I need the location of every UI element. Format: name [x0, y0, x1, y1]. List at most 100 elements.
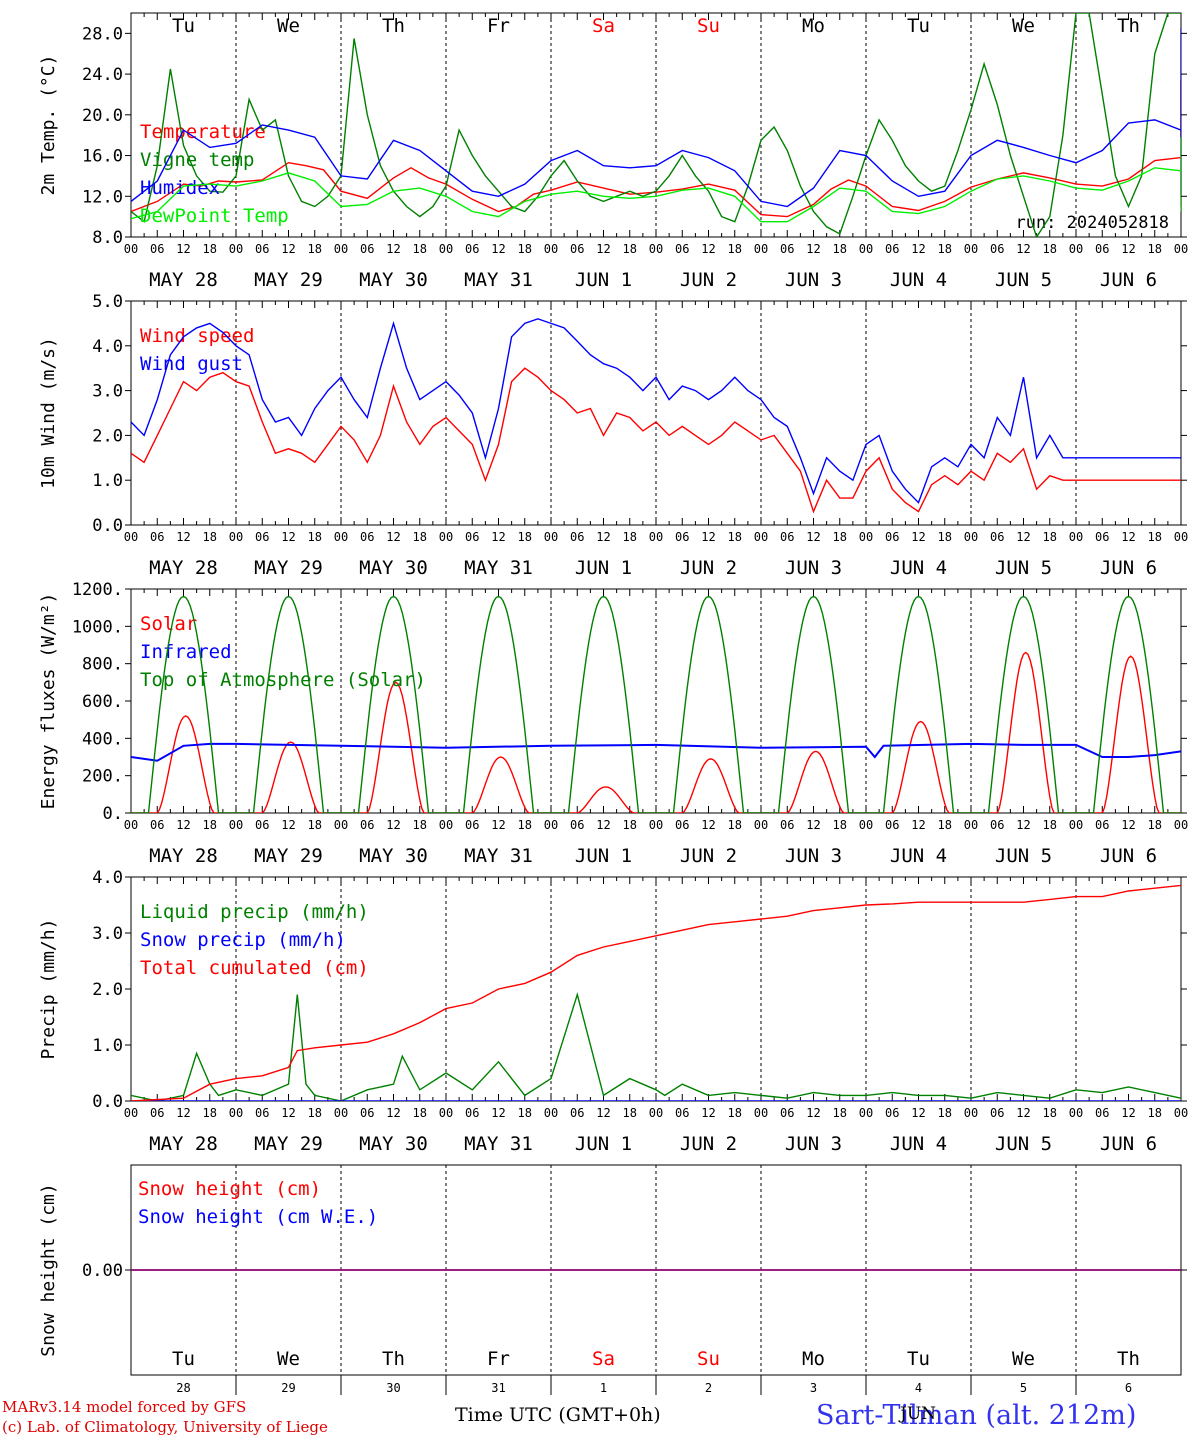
ytick-label: 4.0	[92, 337, 123, 357]
hour-tick-label: 00	[859, 530, 873, 544]
legend-entry: DewPoint Temp	[140, 205, 289, 227]
hour-tick-label: 18	[728, 1106, 742, 1120]
day-number-label: 1	[600, 1381, 607, 1395]
hour-tick-label: 18	[518, 818, 532, 832]
ytick-label: 8.0	[92, 228, 123, 248]
hour-tick-label: 18	[413, 1106, 427, 1120]
hour-tick-label: 06	[255, 242, 269, 256]
hour-tick-label: 06	[885, 1106, 899, 1120]
hour-tick-label: 18	[728, 818, 742, 832]
hour-tick-label: 00	[124, 530, 138, 544]
weekday-label: Sa	[592, 1348, 615, 1370]
hour-tick-label: 18	[728, 242, 742, 256]
hour-tick-label: 00	[1174, 530, 1188, 544]
hour-tick-label: 12	[701, 530, 715, 544]
legend-entry: Snow precip (mm/h)	[140, 929, 346, 951]
hour-tick-label: 18	[1043, 818, 1057, 832]
date-label: MAY 31	[464, 1133, 533, 1155]
date-label: JUN 2	[680, 269, 737, 291]
legend-entry: Humidex	[140, 177, 220, 199]
hour-tick-label: 00	[859, 242, 873, 256]
hour-tick-label: 18	[623, 818, 637, 832]
date-label: MAY 30	[359, 557, 428, 579]
date-label: JUN 5	[995, 845, 1052, 867]
ytick-label: 200.	[82, 767, 123, 787]
hour-tick-label: 00	[859, 818, 873, 832]
hour-tick-label: 00	[964, 530, 978, 544]
series-line-dewpoint-temp	[131, 137, 1181, 223]
legend-entry: Wind speed	[140, 325, 254, 347]
ytick-label: 600.	[82, 692, 123, 712]
hour-tick-label: 12	[596, 530, 610, 544]
hour-tick-label: 06	[360, 818, 374, 832]
weekday-label: We	[277, 1348, 300, 1370]
date-label: JUN 3	[785, 269, 842, 291]
hour-tick-label: 12	[596, 242, 610, 256]
hour-tick-label: 00	[1174, 1106, 1188, 1120]
hour-tick-label: 12	[596, 818, 610, 832]
day-number-label: 3	[810, 1381, 817, 1395]
hour-tick-label: 12	[386, 530, 400, 544]
hour-tick-label: 00	[439, 530, 453, 544]
hour-tick-label: 12	[911, 1106, 925, 1120]
panel-frame	[130, 300, 1182, 526]
hour-tick-label: 00	[1069, 242, 1083, 256]
date-label: MAY 29	[254, 269, 323, 291]
date-label: JUN 1	[575, 557, 632, 579]
hour-tick-label: 18	[833, 530, 847, 544]
hour-tick-label: 00	[544, 242, 558, 256]
hour-tick-label: 00	[1069, 1106, 1083, 1120]
date-label: MAY 29	[254, 1133, 323, 1155]
legend-entry: Total cumulated (cm)	[140, 957, 369, 979]
date-label: MAY 29	[254, 845, 323, 867]
date-label: JUN 2	[680, 845, 737, 867]
hour-tick-label: 12	[281, 530, 295, 544]
hour-tick-label: 00	[1174, 242, 1188, 256]
hour-tick-label: 18	[413, 530, 427, 544]
hour-tick-label: 06	[570, 818, 584, 832]
date-label: JUN 3	[785, 1133, 842, 1155]
series-line-vigne-temp	[131, 13, 1181, 237]
ytick-label: 800.	[82, 655, 123, 675]
y-axis-label: 2m Temp. (°C)	[38, 55, 59, 196]
hour-tick-label: 06	[255, 530, 269, 544]
hour-tick-label: 12	[386, 1106, 400, 1120]
hour-tick-label: 12	[1016, 530, 1030, 544]
hour-tick-label: 18	[203, 1106, 217, 1120]
hour-tick-label: 06	[150, 818, 164, 832]
weekday-label: We	[1012, 1348, 1035, 1370]
date-label: JUN 4	[890, 1133, 947, 1155]
panel-frame	[130, 12, 1182, 238]
ytick-label: 400.	[82, 729, 123, 749]
hour-tick-label: 12	[911, 242, 925, 256]
y-axis-label: Energy fluxes (W/m²)	[38, 593, 59, 810]
date-label: JUN 4	[890, 557, 947, 579]
hour-tick-label: 18	[728, 530, 742, 544]
hour-tick-label: 12	[386, 818, 400, 832]
hour-tick-label: 18	[623, 242, 637, 256]
hour-tick-label: 18	[413, 242, 427, 256]
hour-tick-label: 12	[176, 242, 190, 256]
hour-tick-label: 06	[465, 242, 479, 256]
hour-tick-label: 18	[1148, 1106, 1162, 1120]
hour-tick-label: 00	[544, 1106, 558, 1120]
date-label: JUN 3	[785, 845, 842, 867]
hour-tick-label: 00	[229, 1106, 243, 1120]
weekday-label: Mo	[802, 15, 825, 37]
series-line-top-of-atmosphere-solar-	[131, 595, 1181, 813]
hour-tick-label: 06	[675, 530, 689, 544]
hour-tick-label: 06	[465, 530, 479, 544]
hour-tick-label: 06	[675, 818, 689, 832]
date-label: MAY 31	[464, 845, 533, 867]
model-credit: MARv3.14 model forced by GFS	[2, 1398, 247, 1416]
hour-tick-label: 06	[255, 1106, 269, 1120]
date-label: JUN 6	[1100, 845, 1157, 867]
hour-tick-label: 06	[675, 242, 689, 256]
month-label: JUN	[900, 1404, 937, 1424]
hour-tick-label: 12	[806, 242, 820, 256]
hour-tick-label: 18	[938, 818, 952, 832]
lab-credit: (c) Lab. of Climatology, University of L…	[2, 1418, 328, 1436]
series-line-wind-gust	[131, 318, 1181, 504]
hour-tick-label: 18	[833, 242, 847, 256]
date-label: JUN 2	[680, 1133, 737, 1155]
